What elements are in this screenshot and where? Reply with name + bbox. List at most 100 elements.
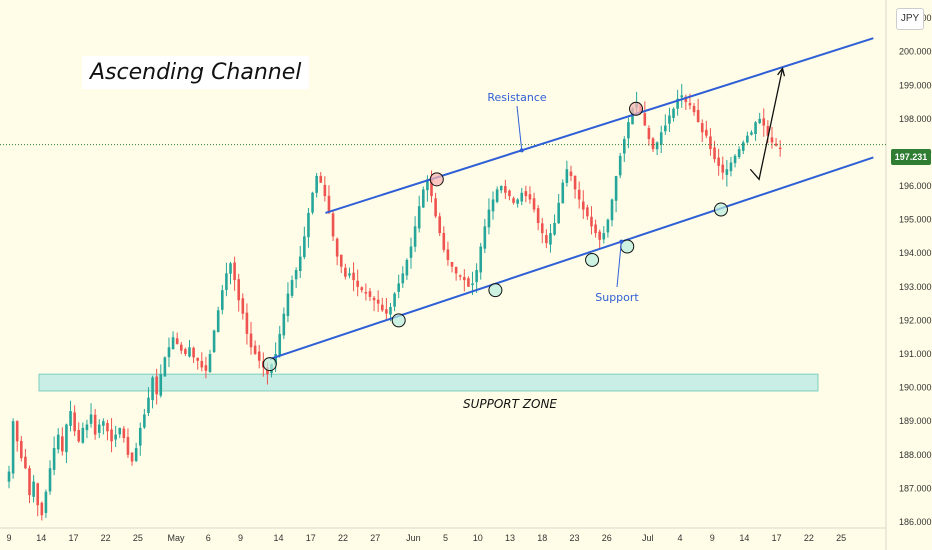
projection-path [749, 68, 784, 181]
candle-body [52, 448, 56, 470]
x-tick-label: 14 [739, 533, 749, 543]
candle-body [253, 345, 257, 354]
y-tick-label: 198.000 [899, 114, 932, 124]
candle-body [315, 175, 318, 193]
x-tick-label: 23 [569, 533, 579, 543]
x-tick-label: 9 [6, 533, 11, 543]
candle-body [380, 304, 384, 311]
candle-body [69, 411, 72, 426]
candle-body [151, 377, 154, 401]
candle-body [417, 206, 421, 229]
currency-label[interactable]: JPY [896, 8, 924, 30]
x-tick-label: 9 [238, 533, 243, 543]
candle-body [495, 189, 499, 202]
candle-body [618, 155, 622, 176]
candle-body [524, 191, 528, 197]
candle-body [664, 125, 667, 132]
candle-body [32, 481, 35, 497]
support-leader [616, 241, 622, 288]
candle-body [467, 278, 470, 287]
candle-body [89, 414, 93, 424]
candle-body [647, 127, 651, 140]
candle-body [737, 149, 741, 158]
candle-body [200, 360, 204, 368]
candle-body [102, 421, 105, 426]
candle-body [401, 273, 405, 284]
candle-body [28, 468, 31, 496]
x-tick-label: 9 [710, 533, 715, 543]
candle-body [118, 427, 122, 435]
candle-body [721, 164, 725, 173]
candle-body [413, 226, 417, 247]
x-tick-label: Jun [406, 533, 421, 543]
candle-body [680, 95, 684, 98]
candle-body [44, 491, 48, 513]
candle-body [672, 108, 675, 118]
candle-body [573, 175, 577, 190]
candle-body [175, 338, 179, 344]
candle-body [581, 201, 585, 210]
candle-body [282, 313, 286, 336]
support-zone-band [38, 373, 819, 392]
candle-body [196, 357, 199, 361]
support-zone-label: SUPPORT ZONE [463, 397, 557, 411]
candle-body [643, 113, 647, 126]
projection-arrowhead [777, 67, 786, 77]
candle-body [684, 96, 688, 103]
candle-body [528, 194, 532, 200]
candle-body [471, 283, 474, 286]
candle-body [397, 283, 400, 292]
support-anchor-dot [619, 239, 624, 244]
candle-body [655, 142, 659, 150]
pivot-low-marker [262, 357, 277, 372]
x-tick-label: 10 [473, 533, 483, 543]
candle-body [750, 132, 753, 135]
y-tick-label: 192.000 [899, 315, 932, 325]
candle-body [344, 267, 347, 277]
x-tick-label: Jul [642, 533, 654, 543]
y-tick-label: 195.000 [899, 215, 932, 225]
support-line [269, 156, 874, 360]
candle-body [221, 290, 224, 310]
candle-body [97, 424, 101, 433]
candle-body [229, 263, 232, 274]
candle-body [159, 374, 163, 396]
pivot-low-marker [585, 252, 600, 267]
candle-body [192, 347, 195, 358]
candle-body [516, 199, 519, 204]
candle-body [651, 138, 655, 150]
candle-body [676, 98, 679, 109]
resistance-leader [516, 105, 523, 151]
candle-body [778, 147, 782, 150]
candle-body [110, 429, 113, 442]
candle-body [294, 270, 298, 280]
candle-body [163, 357, 167, 377]
y-tick-label: 196.000 [899, 181, 932, 191]
candle-body [225, 273, 228, 290]
candle-body [746, 135, 749, 143]
candle-body [167, 347, 171, 358]
candle-body [557, 202, 560, 224]
candle-body [540, 223, 544, 234]
candle-body [487, 209, 491, 228]
candle-body [216, 310, 220, 333]
candle-body [249, 333, 253, 348]
candle-body [241, 298, 245, 314]
candle-body [725, 169, 729, 175]
candle-body [499, 186, 503, 191]
candle-body [422, 189, 425, 208]
candle-body [356, 280, 359, 287]
resistance-annotation: Resistance [487, 91, 547, 104]
x-tick-label: 22 [338, 533, 348, 543]
x-tick-label: 4 [677, 533, 682, 543]
candle-body [483, 226, 487, 249]
candle-body [36, 483, 40, 506]
candle-body [138, 427, 142, 446]
candle-body [442, 232, 446, 250]
candle-body [348, 273, 351, 276]
candle-body [106, 423, 109, 432]
x-tick-label: 25 [133, 533, 143, 543]
candle-body [565, 169, 569, 183]
